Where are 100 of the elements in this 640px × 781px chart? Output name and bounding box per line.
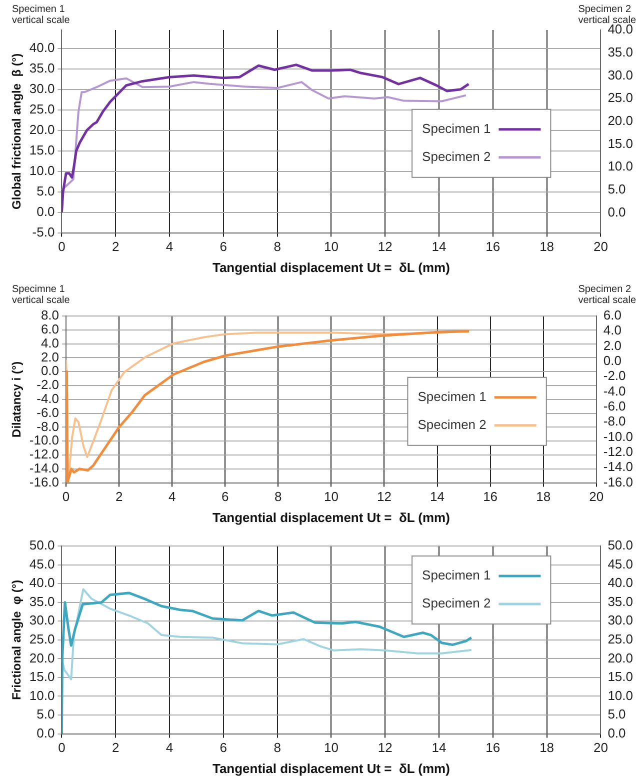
x-tick-label: 4 — [168, 489, 176, 504]
y2-tick-label: 40.0 — [608, 575, 634, 590]
y2-tick-label: -6.0 — [603, 398, 626, 414]
x-tick-label: 12 — [377, 489, 392, 504]
y2-tick-label: 30.0 — [608, 67, 634, 82]
y-tick-label: 0.0 — [36, 204, 55, 219]
y2-tick-label: 50.0 — [608, 538, 634, 553]
y2-tick-label: -14.0 — [603, 459, 634, 474]
x-tick-label: 8 — [274, 740, 281, 756]
y-tick-label: 4.0 — [40, 335, 60, 350]
y-tick-label: 15.0 — [29, 142, 55, 158]
y-tick-label: 8.0 — [40, 308, 60, 323]
y-axis-title: Dilatancy i (°) — [10, 361, 24, 438]
y-tick-label: 15.0 — [29, 669, 55, 684]
x-tick-label: 18 — [540, 239, 554, 254]
x-tick-label: 0 — [58, 740, 66, 756]
y-axis-title: Global frictional angle β (°) — [10, 53, 24, 210]
x-tick-label: 0 — [58, 239, 66, 254]
y2-tick-label: 6.0 — [603, 308, 622, 323]
y2-tick-label: 20.0 — [608, 650, 634, 666]
x-tick-label: 2 — [112, 740, 120, 756]
x-tick-label: 18 — [540, 740, 554, 756]
y2-tick-label: -4.0 — [603, 383, 626, 398]
text: Specimen 1 vertical scale — [12, 4, 70, 26]
x-tick-label: 16 — [486, 239, 500, 254]
x-tick-label: 4 — [166, 239, 174, 254]
y-tick-label: -12.0 — [29, 446, 60, 462]
y-tick-label: 30.0 — [29, 612, 55, 628]
x-tick-label: 20 — [593, 740, 608, 756]
x-tick-label: 18 — [536, 489, 551, 504]
x-tick-label: 14 — [432, 239, 446, 254]
x-tick-label: 2 — [112, 239, 120, 254]
y-tick-label: -6.0 — [36, 404, 60, 420]
y-tick-label: 5.0 — [36, 706, 55, 722]
y-tick-label: 35.0 — [29, 60, 55, 76]
y2-tick-label: 4.0 — [603, 322, 622, 338]
y-tick-label: 40.0 — [29, 40, 55, 56]
y2-tick-label: 10.0 — [608, 688, 634, 703]
x-tick-label: 14 — [432, 740, 446, 756]
y2-tick-label: 15.0 — [608, 136, 634, 151]
y2-tick-label: -12.0 — [603, 444, 634, 460]
x-tick-label: 0 — [62, 489, 70, 504]
y-tick-label: 10.0 — [29, 688, 55, 703]
legend-label: Specimen 1 — [422, 568, 491, 583]
y2-tick-label: 0.0 — [608, 725, 626, 740]
y-tick-label: -10.0 — [29, 432, 60, 448]
y-tick-label: -8.0 — [36, 418, 60, 434]
y2-tick-label: 10.0 — [608, 158, 634, 174]
y-tick-label: 45.0 — [29, 556, 55, 572]
y-tick-label: -16.0 — [29, 474, 60, 490]
x-axis-title: Tangential displacement Ut = δL (mm) — [212, 760, 450, 776]
y-tick-label: 10.0 — [29, 162, 55, 178]
y2-tick-label: 35.0 — [608, 44, 634, 60]
y2-tick-label: 35.0 — [608, 594, 634, 609]
x-tick-label: 6 — [220, 239, 228, 254]
x-tick-label: 2 — [115, 489, 123, 504]
y-tick-label: 25.0 — [29, 631, 55, 646]
x-tick-label: 8 — [274, 489, 282, 504]
y2-tick-label: -10.0 — [603, 428, 634, 444]
x-tick-label: 10 — [324, 239, 338, 254]
y2-tick-label: 5.0 — [608, 181, 626, 196]
x-tick-label: 8 — [274, 239, 281, 254]
y-tick-label: 2.0 — [40, 349, 60, 364]
text: Specimne 1 vertical scale — [12, 284, 70, 306]
y2-tick-label: 5.0 — [608, 706, 626, 722]
y-tick-label: 0.0 — [40, 363, 60, 378]
y-tick-label: 50.0 — [29, 538, 55, 553]
y-tick-label: 25.0 — [29, 101, 55, 116]
y2-tick-label: -16.0 — [603, 474, 634, 490]
x-axis-title: Tangential displacement Ut = δL (mm) — [212, 510, 450, 525]
y2-tick-label: 0.0 — [608, 204, 626, 220]
y2-tick-label: 2.0 — [603, 338, 622, 353]
y2-tick-label: 15.0 — [608, 669, 634, 684]
y-tick-label: 20.0 — [29, 650, 55, 666]
x-tick-label: 12 — [378, 239, 392, 254]
text: Specimen 2 vertical scale — [578, 284, 636, 306]
x-tick-label: 6 — [220, 740, 228, 756]
y-tick-label: 5.0 — [36, 183, 55, 198]
y-tick-label: 30.0 — [29, 80, 55, 96]
y2-tick-label: 30.0 — [608, 612, 634, 628]
y-tick-label: -5.0 — [32, 224, 55, 240]
y-axis-title: Frictional angle φ (°) — [10, 580, 24, 700]
x-tick-label: 10 — [324, 489, 338, 504]
x-tick-label: 14 — [430, 489, 444, 504]
y-tick-label: 6.0 — [40, 321, 60, 336]
legend-label: Specimen 2 — [422, 148, 491, 164]
x-tick-label: 20 — [589, 489, 604, 504]
y-tick-label: 20.0 — [29, 122, 55, 137]
x-axis-title: Tangential displacement Ut = δL (mm) — [212, 260, 450, 275]
y2-tick-label: 20.0 — [608, 112, 634, 128]
legend-label: Specimen 1 — [418, 388, 486, 404]
y-tick-label: 0.0 — [36, 725, 55, 740]
y2-tick-label: 25.0 — [608, 90, 634, 106]
x-tick-label: 16 — [486, 740, 500, 756]
legend-label: Specimen 2 — [422, 596, 491, 611]
y2-tick-label: 45.0 — [608, 556, 634, 572]
y-tick-label: -4.0 — [36, 390, 60, 406]
x-tick-label: 20 — [593, 239, 608, 254]
y2-tick-label: 0.0 — [603, 353, 622, 368]
x-tick-label: 12 — [378, 740, 392, 756]
